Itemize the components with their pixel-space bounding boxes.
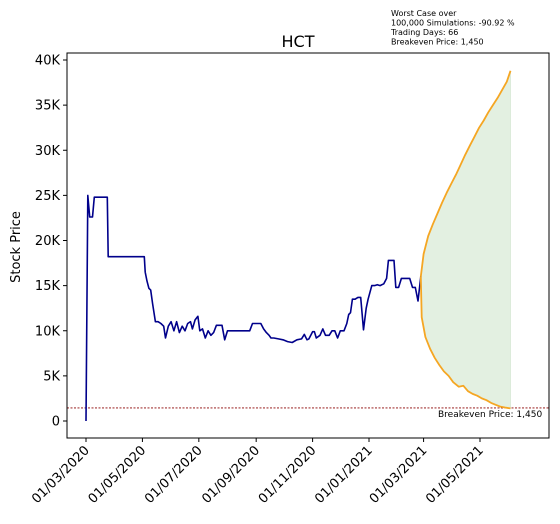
plot-lines [85,70,512,422]
x-tick-label: 01/05/2020 [86,443,150,507]
y-tick-label: 25K [35,189,61,204]
y-tick-label: 30K [35,144,61,159]
x-tick-label: 01/03/2021 [367,443,431,507]
x-tick-label: 01/07/2020 [142,443,206,507]
history-price-line [85,194,422,422]
annotation-line: Breakeven Price: 1,450 [391,38,484,47]
breakeven-label: Breakeven Price: 1,450 [438,410,542,420]
x-axis: 01/03/202001/05/202001/07/202001/09/2020… [29,438,487,507]
annotation-line: 100,000 Simulations: -90.92 % [391,19,515,28]
axes-frame [66,52,550,439]
x-tick-label: 01/05/2021 [423,443,487,507]
chart-title: HCT [282,32,315,51]
x-tick-label: 01/09/2020 [199,443,263,507]
x-tick-label: 01/11/2020 [256,443,320,507]
y-tick-label: 40K [35,54,61,69]
simulation-lower-line [419,276,511,410]
x-tick-label: 01/01/2021 [312,443,376,507]
y-tick-label: 10K [35,324,61,339]
simulation-upper-line [419,70,512,277]
y-tick-label: 5K [43,369,60,384]
annotation-line: Trading Days: 66 [390,28,458,37]
y-tick-label: 15K [35,279,61,294]
y-axis: 0 5K 10K 15K 20K 25K 30K 35K 40K [35,54,67,430]
y-tick-label: 35K [35,99,61,114]
y-tick-label: 0 [52,415,60,430]
annotation-line: Worst Case over [391,9,457,18]
y-tick-label: 20K [35,234,61,249]
y-axis-label: Stock Price [9,211,24,283]
x-tick-label: 01/03/2020 [29,443,93,507]
